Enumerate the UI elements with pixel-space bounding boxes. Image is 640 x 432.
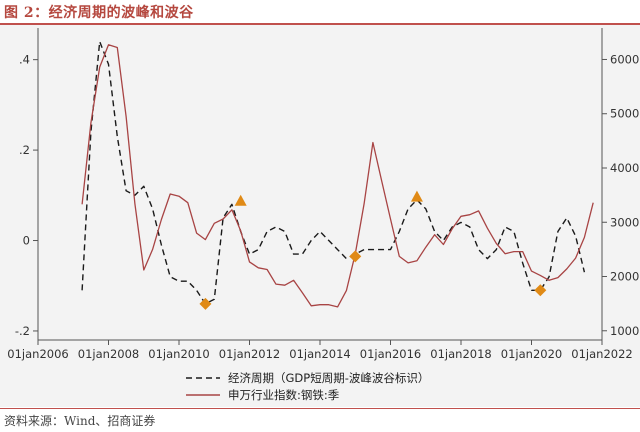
econ-cycle-line: [81, 40, 586, 305]
x-tick-label: 01jan2020: [501, 347, 562, 361]
figure-title: 图 2：经济周期的波峰和波谷: [4, 5, 194, 21]
right-y-tick-label: 5000: [610, 107, 639, 121]
x-tick-label: 01jan2008: [78, 347, 139, 361]
right-y-tick-label: 2000: [610, 270, 639, 284]
trough-marker: [349, 250, 362, 263]
right-y-tick-label: 3000: [610, 215, 639, 229]
plot-area: [38, 28, 602, 340]
left-y-tick-label: .4: [19, 53, 30, 67]
marker-layer: [199, 190, 547, 310]
left-y-axis-ticks: -.2 0 .2 .4: [15, 53, 38, 338]
legend-label: 经济周期（GDP短周期-波峰波谷标识）: [228, 371, 429, 385]
right-y-tick-label: 1000: [610, 324, 639, 338]
title-rule: [0, 23, 640, 25]
right-y-tick-label: 6000: [610, 52, 639, 66]
left-y-tick-label: 0: [23, 234, 30, 248]
right-y-axis-ticks: 1000 2000 3000 4000 5000 6000: [602, 52, 639, 338]
right-y-tick-label: 4000: [610, 161, 639, 175]
source-note: 资料来源：Wind、招商证券: [4, 414, 156, 428]
x-tick-label: 01jan2010: [148, 347, 209, 361]
x-tick-label: 01jan2016: [360, 347, 421, 361]
left-y-tick-label: -.2: [15, 324, 30, 338]
x-tick-label: 01jan2006: [7, 347, 68, 361]
series-layer: [81, 40, 594, 308]
trough-marker: [534, 284, 547, 297]
source-rule: [0, 408, 640, 409]
x-tick-label: 01jan2022: [571, 347, 632, 361]
steel-index-line: [81, 44, 594, 308]
peak-marker: [410, 190, 423, 202]
peak-marker: [234, 194, 247, 206]
left-y-tick-label: .2: [19, 143, 30, 157]
x-tick-label: 01jan2014: [289, 347, 350, 361]
x-tick-label: 01jan2018: [430, 347, 491, 361]
x-axis-ticks: 01jan2006 01jan2008 01jan2010 01jan2012 01ja…: [7, 340, 633, 361]
legend-label: 申万行业指数:钢铁:季: [228, 388, 340, 402]
trough-marker: [199, 297, 212, 310]
legend: 经济周期（GDP短周期-波峰波谷标识） 申万行业指数:钢铁:季: [186, 371, 429, 402]
x-tick-label: 01jan2012: [219, 347, 280, 361]
